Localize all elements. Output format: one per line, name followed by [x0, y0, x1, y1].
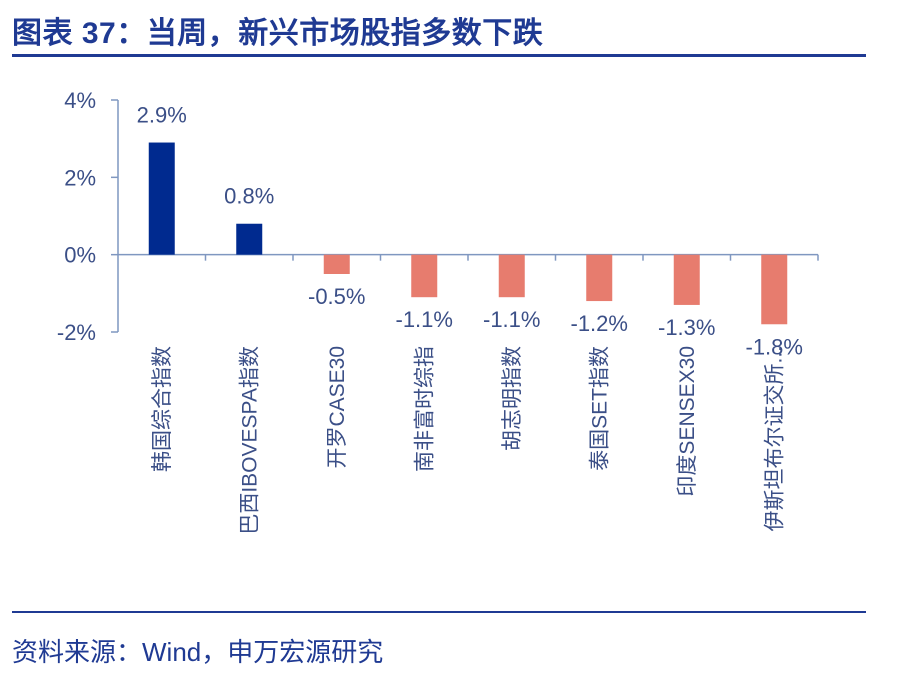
category-label: 伊斯坦布尔证交所...: [763, 346, 786, 532]
bar: [761, 254, 788, 325]
category-label: 印度SENSEX30: [676, 346, 699, 497]
y-tick-label: 4%: [64, 88, 96, 113]
category-label: 开罗CASE30: [326, 346, 349, 469]
bar: [498, 254, 525, 298]
data-label: -1.2%: [571, 311, 628, 336]
category-label: 巴西IBOVESPA指数: [238, 346, 261, 535]
data-label: -1.8%: [746, 334, 803, 359]
bar: [148, 142, 175, 255]
bar: [586, 254, 613, 302]
source-note: 资料来源：Wind，申万宏源研究: [12, 637, 384, 667]
category-label: 南非富时综指: [413, 346, 436, 472]
y-tick-label: 0%: [64, 243, 96, 268]
data-label: -1.1%: [396, 307, 453, 332]
page-title: 图表 37：当周，新兴市场股指多数下跌: [12, 17, 544, 50]
bar-chart: -2% 0% 2% 4% 2.9% 韩国综合指数 0.8% 巴西IBOVESPA指数 -0.5%…: [57, 88, 819, 535]
data-label: -1.3%: [658, 315, 715, 340]
category-label: 韩国综合指数: [151, 346, 174, 472]
data-label: 0.8%: [224, 184, 274, 209]
footer-divider: [12, 611, 866, 613]
title-divider: [12, 54, 866, 57]
category-label: 胡志明指数: [501, 346, 524, 451]
y-tick-label: 2%: [64, 165, 96, 190]
bar: [411, 254, 438, 298]
data-label: -1.1%: [483, 307, 540, 332]
bar: [673, 254, 700, 305]
data-label: 2.9%: [137, 103, 187, 128]
bar: [236, 223, 263, 255]
bar: [323, 254, 350, 274]
y-tick-label: -2%: [57, 320, 96, 345]
category-label: 泰国SET指数: [588, 346, 611, 471]
data-label: -0.5%: [308, 284, 365, 309]
